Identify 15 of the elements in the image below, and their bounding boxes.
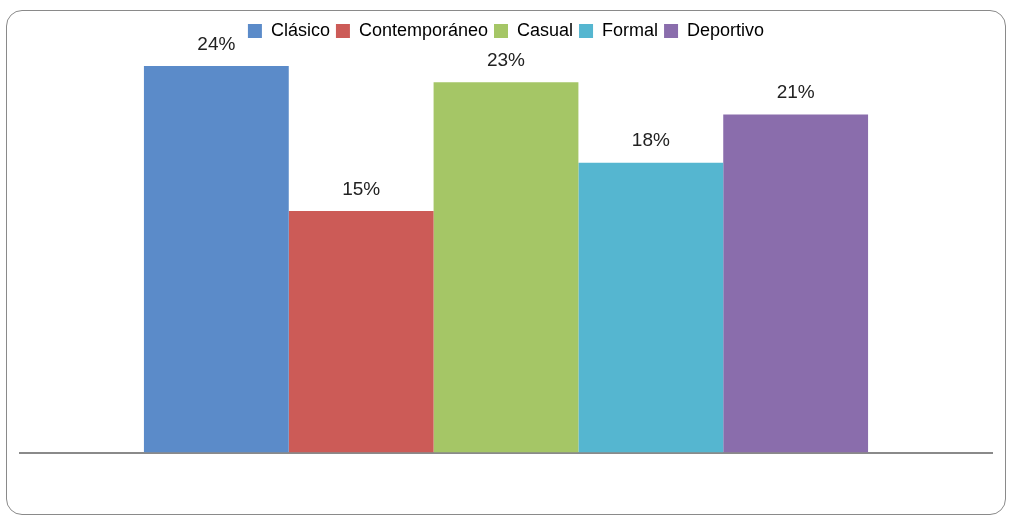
bar xyxy=(433,82,579,453)
bar xyxy=(578,162,724,453)
bar xyxy=(723,114,869,453)
legend-label: Deportivo xyxy=(687,19,765,40)
legend-label: Formal xyxy=(602,19,659,40)
bar xyxy=(288,211,434,453)
bar xyxy=(143,66,289,453)
data-label: 24% xyxy=(197,32,236,54)
data-label: 18% xyxy=(631,129,670,151)
data-label: 21% xyxy=(776,81,815,103)
data-label: 15% xyxy=(342,177,381,199)
legend-label: Casual xyxy=(517,19,574,40)
legend-label: Contemporáneo xyxy=(358,19,489,40)
legend-label: Clásico xyxy=(270,19,330,40)
data-label: 23% xyxy=(486,48,526,70)
